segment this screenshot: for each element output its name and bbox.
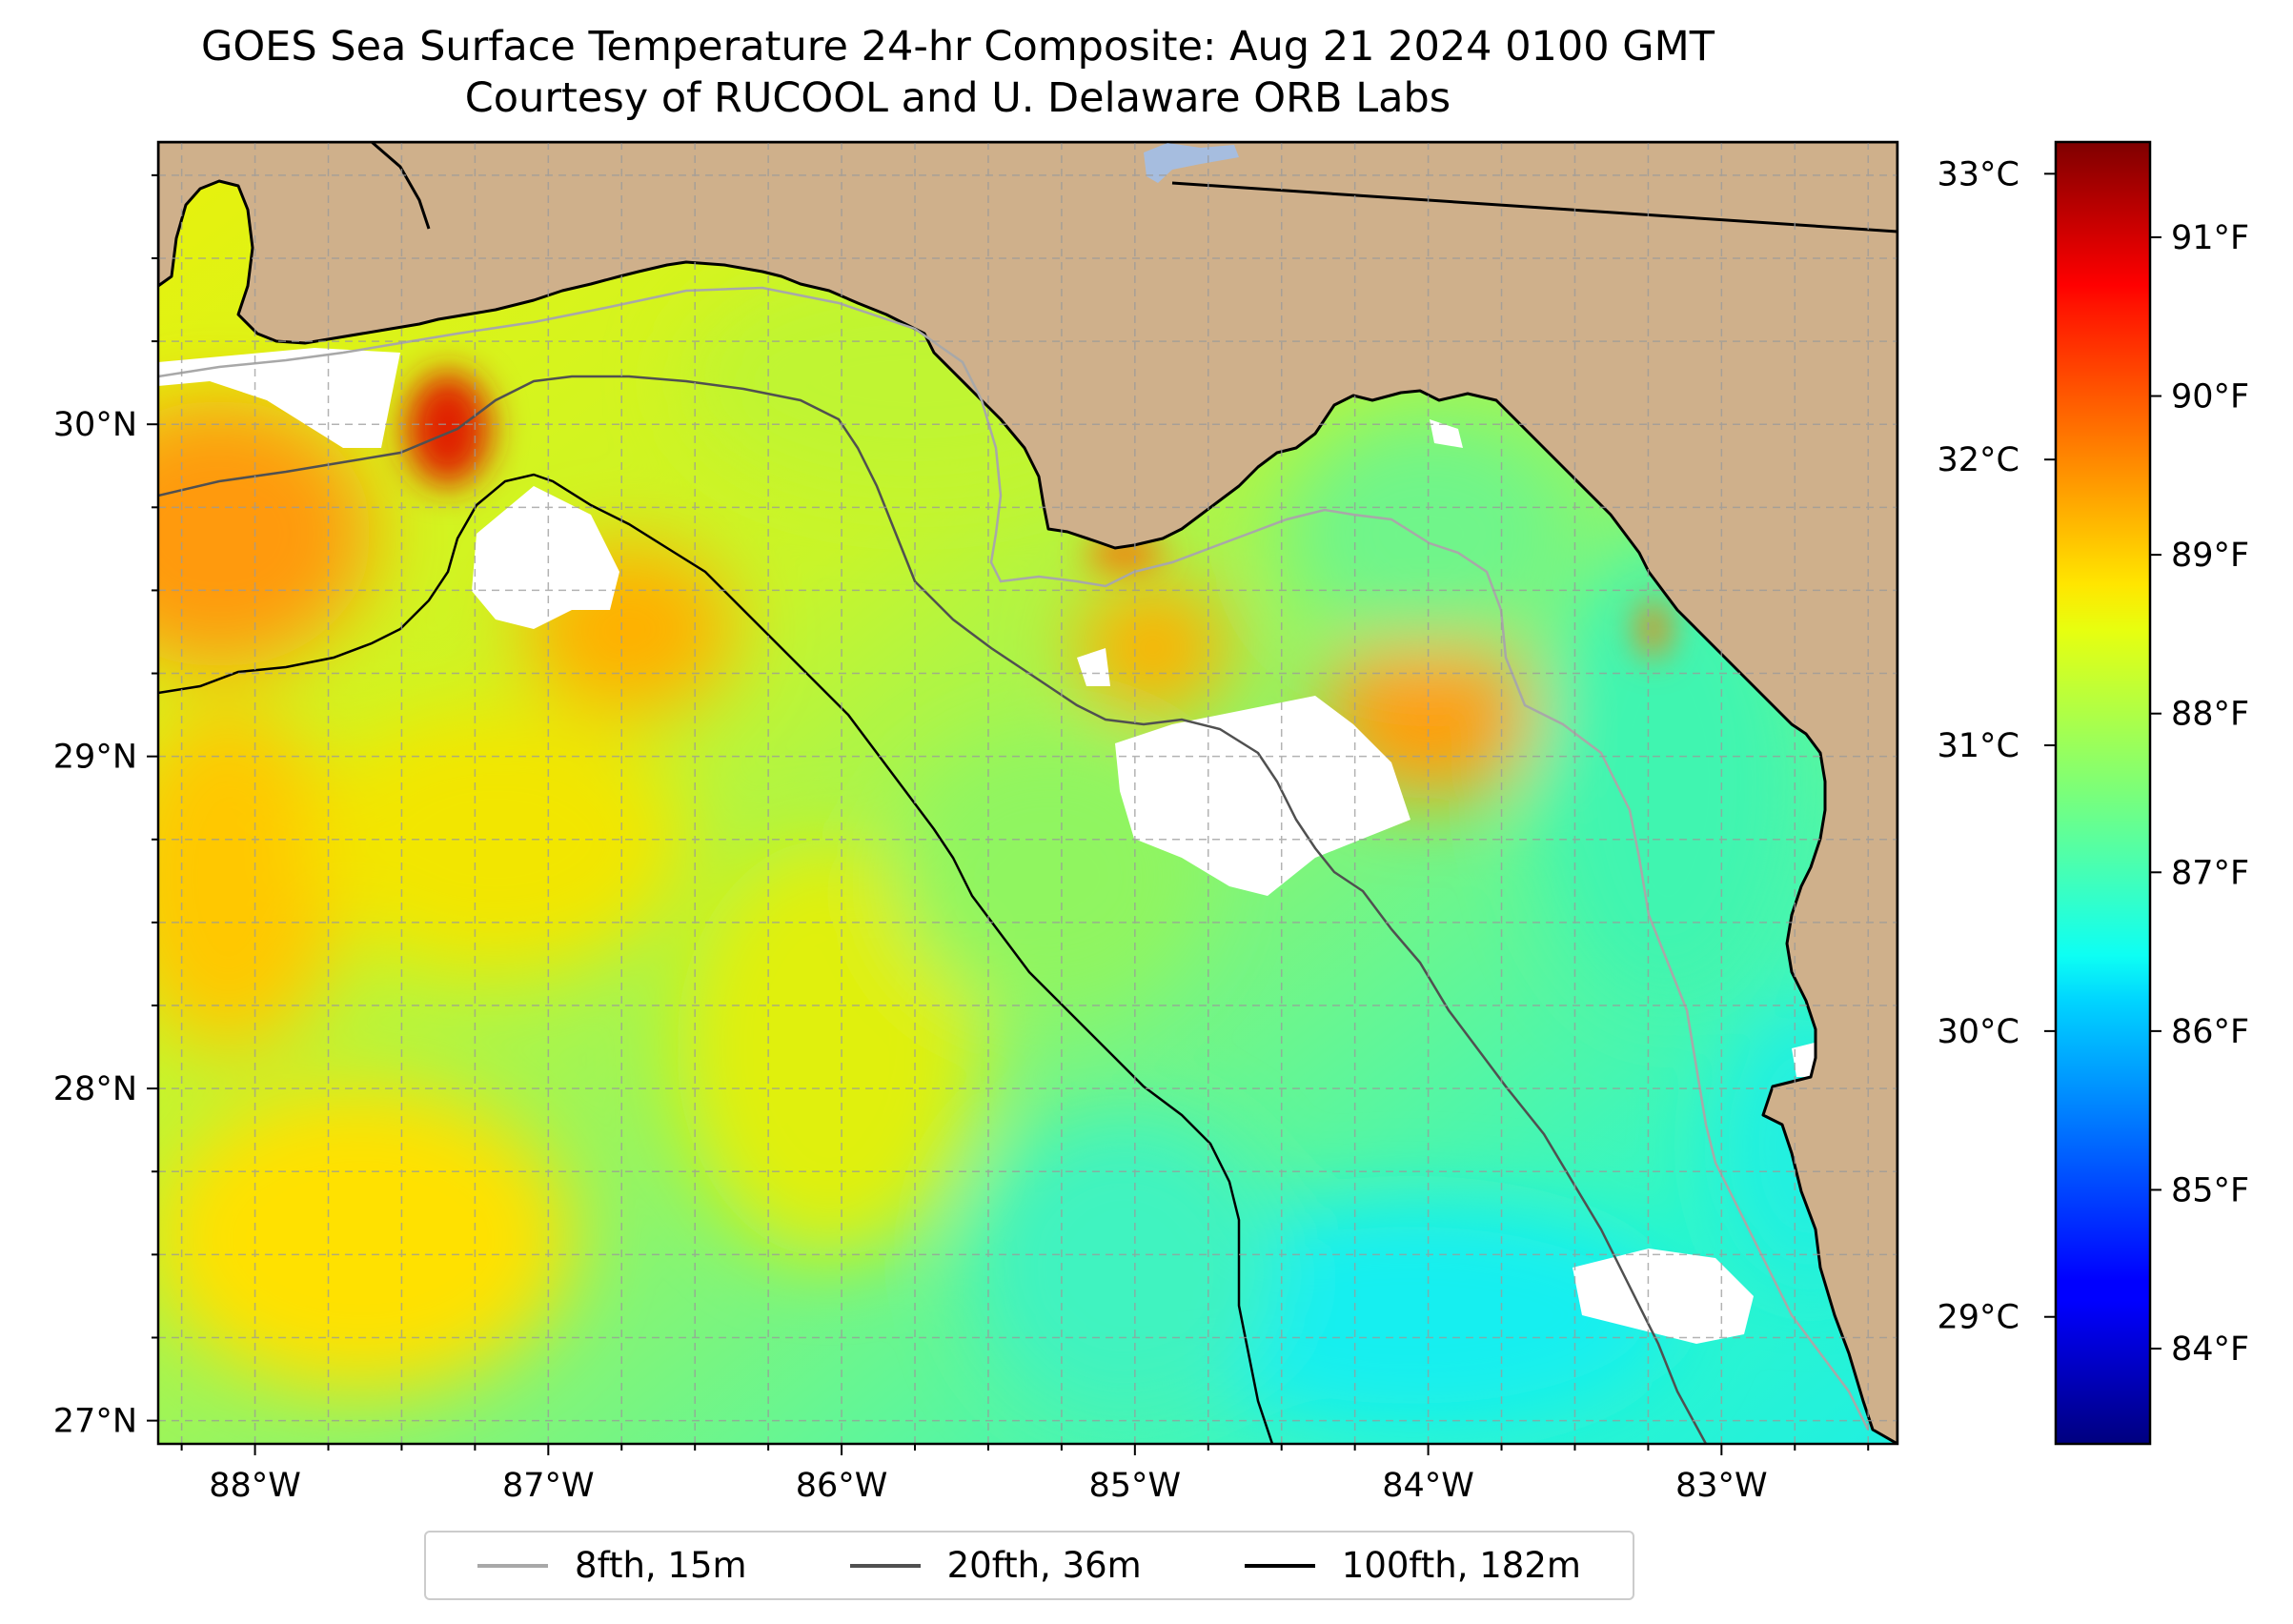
sst-anomaly-blobs bbox=[158, 267, 1897, 1430]
legend-label-100fth: 100fth, 182m bbox=[1341, 1545, 1581, 1586]
title-line-2: Courtesy of RUCOOL and U. Delaware ORB L… bbox=[464, 74, 1451, 122]
lat-label: 28°N bbox=[53, 1070, 137, 1108]
map-plot-area bbox=[158, 142, 1897, 1444]
lat-label: 29°N bbox=[53, 739, 137, 777]
lon-label: 88°W bbox=[209, 1467, 301, 1505]
missing-data-regions bbox=[158, 348, 1830, 1344]
title-line-1: GOES Sea Surface Temperature 24-hr Compo… bbox=[201, 23, 1715, 71]
latitude-labels: 27°N 28°N 29°N 30°N bbox=[53, 406, 137, 1440]
legend-item-20fth: 20fth, 36m bbox=[849, 1545, 1142, 1586]
legend-line-20fth bbox=[849, 1563, 921, 1568]
legend-item-8fth: 8fth, 15m bbox=[477, 1545, 747, 1586]
contour-8fth bbox=[158, 286, 1870, 1431]
chart-title: GOES Sea Surface Temperature 24-hr Compo… bbox=[0, 21, 1916, 124]
state-boundary bbox=[1171, 181, 1897, 233]
lake bbox=[1144, 143, 1239, 183]
longitude-labels: 88°W 87°W 86°W 85°W 84°W 83°W bbox=[209, 1467, 1767, 1505]
lon-label: 85°W bbox=[1089, 1467, 1182, 1505]
map-axis-ticks bbox=[147, 173, 1870, 1455]
lon-label: 83°W bbox=[1675, 1467, 1768, 1505]
land-mass bbox=[158, 142, 1897, 1444]
lon-label: 84°W bbox=[1382, 1467, 1474, 1505]
map-gridlines bbox=[158, 142, 1897, 1444]
legend-line-8fth bbox=[477, 1563, 549, 1568]
bathymetry-legend: 8fth, 15m 20fth, 36m 100fth, 182m bbox=[424, 1531, 1634, 1600]
lon-label: 87°W bbox=[502, 1467, 595, 1505]
contour-20fth bbox=[158, 375, 1708, 1444]
lat-label: 27°N bbox=[53, 1403, 137, 1441]
legend-item-100fth: 100fth, 182m bbox=[1244, 1545, 1581, 1586]
legend-line-100fth bbox=[1244, 1563, 1315, 1568]
lon-label: 86°W bbox=[796, 1467, 888, 1505]
legend-label-8fth: 8fth, 15m bbox=[575, 1545, 747, 1586]
lat-label: 30°N bbox=[53, 406, 137, 444]
map-frame bbox=[156, 140, 1899, 1446]
legend-label-20fth: 20fth, 36m bbox=[946, 1545, 1142, 1586]
state-boundary-west bbox=[371, 142, 431, 230]
contour-100fth bbox=[158, 473, 1274, 1444]
